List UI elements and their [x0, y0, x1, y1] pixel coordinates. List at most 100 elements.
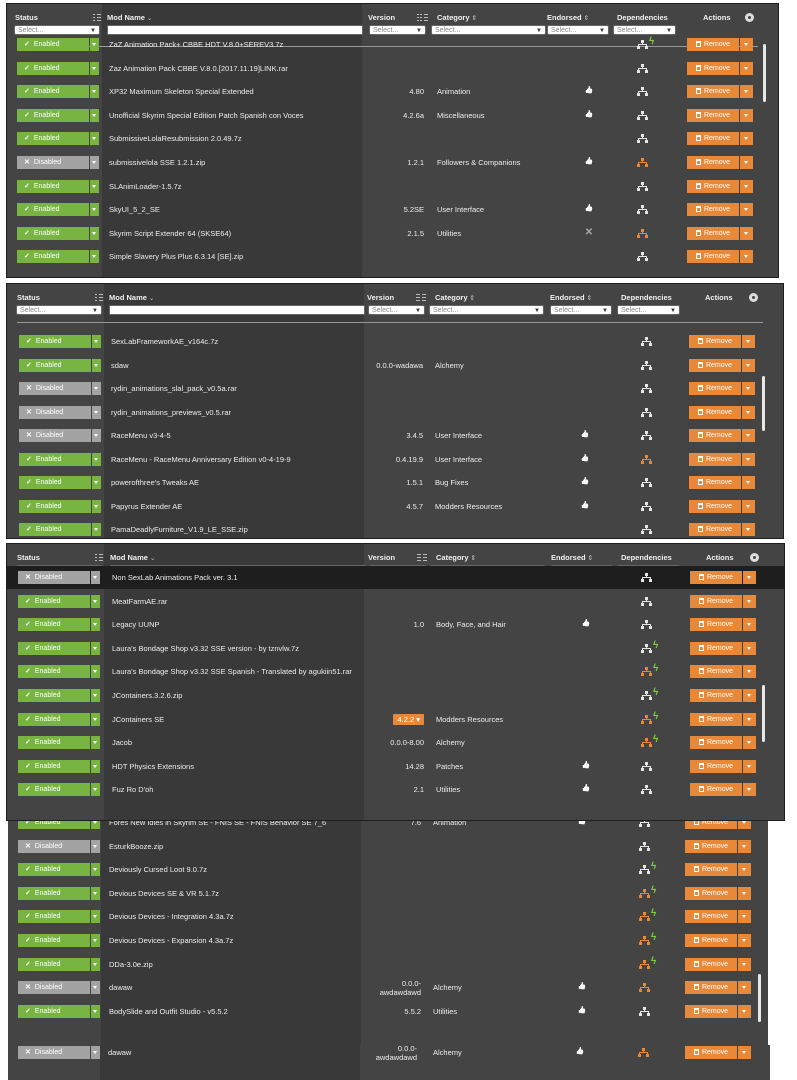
status-dropdown-button[interactable]: [91, 887, 100, 900]
status-button[interactable]: ✓ Enabled: [17, 85, 89, 98]
remove-control[interactable]: Remove: [689, 476, 755, 489]
dependencies-icon[interactable]: [641, 691, 652, 700]
status-toggle[interactable]: ✓ Enabled: [17, 132, 99, 145]
remove-dropdown-button[interactable]: [740, 62, 753, 75]
remove-control[interactable]: Remove: [685, 821, 751, 829]
thumbs-up-icon[interactable]: 👍: [576, 981, 588, 993]
dependencies-icon[interactable]: [639, 936, 650, 945]
status-toggle[interactable]: ✓ Enabled: [19, 335, 101, 348]
status-button[interactable]: ✓ Enabled: [19, 500, 91, 513]
status-toggle[interactable]: ✓ Enabled: [17, 250, 99, 263]
status-column-menu-icon[interactable]: [95, 554, 103, 561]
remove-button[interactable]: Remove: [689, 476, 741, 489]
remove-button[interactable]: Remove: [689, 359, 741, 372]
dependencies-icon[interactable]: [641, 361, 652, 370]
status-button[interactable]: ✓ Enabled: [17, 227, 89, 240]
header-dependencies[interactable]: Dependencies: [621, 553, 672, 562]
settings-gear-icon[interactable]: [750, 553, 759, 562]
remove-dropdown-button[interactable]: [742, 429, 755, 442]
remove-button[interactable]: Remove: [690, 689, 742, 702]
remove-button[interactable]: Remove: [687, 227, 739, 240]
status-toggle[interactable]: ✓ Enabled: [17, 180, 99, 193]
status-toggle[interactable]: ✓ Enabled: [19, 359, 101, 372]
status-button[interactable]: ✓ Enabled: [17, 132, 89, 145]
header-actions[interactable]: Actions: [706, 553, 734, 562]
remove-button[interactable]: Remove: [685, 840, 737, 853]
remove-control[interactable]: Remove: [690, 689, 756, 702]
status-filter-select[interactable]: Select... ▼: [16, 305, 102, 315]
status-dropdown-button[interactable]: [91, 642, 100, 655]
dependencies-icon[interactable]: [641, 502, 652, 511]
status-button[interactable]: ✓ Enabled: [18, 736, 90, 749]
dependencies-icon[interactable]: [641, 785, 652, 794]
dependencies-icon[interactable]: [641, 715, 652, 724]
remove-control[interactable]: Remove: [690, 760, 756, 773]
thumbs-up-icon[interactable]: 👍: [579, 453, 591, 465]
status-toggle[interactable]: ✕ Disabled: [17, 156, 99, 169]
status-dropdown-button[interactable]: [92, 406, 101, 419]
remove-button[interactable]: Remove: [690, 713, 742, 726]
remove-button[interactable]: Remove: [687, 250, 739, 263]
status-dropdown-button[interactable]: [91, 958, 100, 971]
thumbs-up-icon[interactable]: 👍: [576, 821, 588, 828]
dependencies-icon[interactable]: [641, 620, 652, 629]
remove-dropdown-button[interactable]: [743, 618, 756, 631]
remove-control[interactable]: Remove: [687, 250, 753, 263]
status-dropdown-button[interactable]: [92, 500, 101, 513]
remove-dropdown-button[interactable]: [743, 595, 756, 608]
remove-dropdown-button[interactable]: [738, 981, 751, 994]
header-status[interactable]: Status: [17, 553, 40, 562]
dependencies-icon[interactable]: [637, 40, 648, 49]
status-button[interactable]: ✕ Disabled: [18, 1046, 90, 1059]
status-dropdown-button[interactable]: [92, 359, 101, 372]
version-filter-select[interactable]: Select...▼: [368, 305, 425, 315]
remove-dropdown-button[interactable]: [738, 840, 751, 853]
remove-button[interactable]: Remove: [687, 85, 739, 98]
status-toggle[interactable]: ✓ Enabled: [18, 618, 100, 631]
header-mod-name-sort-icon[interactable]: ⌄: [147, 15, 152, 22]
remove-dropdown-button[interactable]: [742, 406, 755, 419]
dependencies-filter-select[interactable]: Select...▼: [617, 305, 680, 315]
remove-button[interactable]: Remove: [689, 429, 741, 442]
header-actions[interactable]: Actions: [703, 13, 731, 22]
status-dropdown-button[interactable]: [92, 382, 101, 395]
status-dropdown-button[interactable]: [91, 665, 100, 678]
remove-dropdown-button[interactable]: [738, 863, 751, 876]
header-dependencies[interactable]: Dependencies: [617, 13, 668, 22]
status-toggle[interactable]: ✓ Enabled: [19, 476, 101, 489]
thumbs-up-icon[interactable]: 👍: [583, 85, 595, 97]
scrollbar-thumb[interactable]: [758, 974, 761, 1022]
dependencies-icon[interactable]: [641, 337, 652, 346]
status-toggle[interactable]: ✕ Disabled: [18, 840, 100, 853]
remove-button[interactable]: Remove: [687, 156, 739, 169]
category-column-menu-icon[interactable]: [420, 14, 428, 21]
status-dropdown-button[interactable]: [91, 1005, 100, 1018]
status-button[interactable]: ✕ Disabled: [18, 840, 90, 853]
status-button[interactable]: ✓ Enabled: [19, 335, 91, 348]
status-dropdown-button[interactable]: [91, 783, 100, 796]
dependencies-icon[interactable]: [641, 408, 652, 417]
status-button[interactable]: ✓ Enabled: [17, 250, 89, 263]
remove-dropdown-button[interactable]: [742, 476, 755, 489]
remove-dropdown-button[interactable]: [742, 523, 755, 536]
dependencies-icon[interactable]: [639, 889, 650, 898]
dependencies-icon[interactable]: [637, 87, 648, 96]
status-toggle[interactable]: ✓ Enabled: [17, 85, 99, 98]
remove-dropdown-button[interactable]: [740, 38, 753, 51]
header-dependencies[interactable]: Dependencies: [621, 293, 672, 302]
status-button[interactable]: ✓ Enabled: [18, 665, 90, 678]
status-button[interactable]: ✕ Disabled: [19, 406, 91, 419]
remove-button[interactable]: Remove: [685, 821, 737, 829]
status-button[interactable]: ✓ Enabled: [18, 958, 90, 971]
remove-control[interactable]: Remove: [690, 571, 756, 584]
dependencies-icon[interactable]: [641, 762, 652, 771]
dependencies-icon[interactable]: [637, 229, 648, 238]
status-toggle[interactable]: ✓ Enabled: [18, 1005, 100, 1018]
remove-dropdown-button[interactable]: [742, 335, 755, 348]
status-button[interactable]: ✓ Enabled: [18, 783, 90, 796]
status-toggle[interactable]: ✓ Enabled: [19, 500, 101, 513]
status-dropdown-button[interactable]: [92, 429, 101, 442]
remove-dropdown-button[interactable]: [738, 821, 751, 829]
remove-button[interactable]: Remove: [687, 203, 739, 216]
remove-control[interactable]: Remove: [690, 595, 756, 608]
